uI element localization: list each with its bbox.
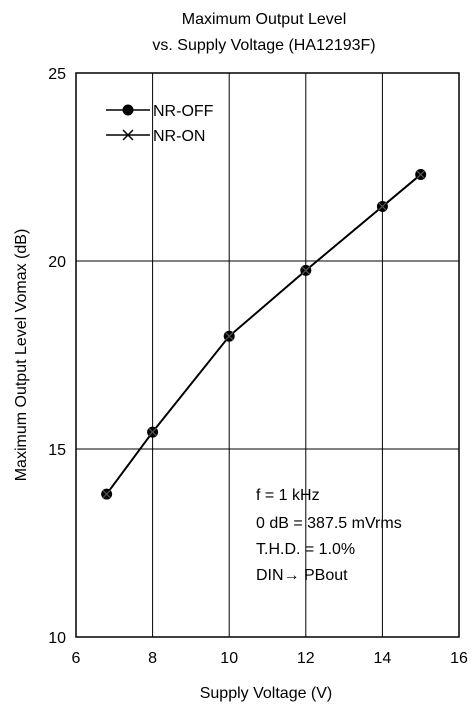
legend-nr-on-label: NR-ON bbox=[153, 128, 205, 145]
y-tick-label: 10 bbox=[48, 630, 66, 647]
note-path: DIN→ PBout bbox=[256, 567, 348, 584]
conditions-note: f = 1 kHz 0 dB = 387.5 mVrms T.H.D. = 1.… bbox=[256, 487, 402, 584]
data-point-nr-on bbox=[148, 427, 158, 437]
y-axis-label: Maximum Output Level Vomax (dB) bbox=[13, 229, 30, 482]
note-thd: T.H.D. = 1.0% bbox=[256, 541, 355, 558]
plot-frame bbox=[75, 72, 460, 638]
y-tick-label: 15 bbox=[48, 442, 66, 459]
note-reference: 0 dB = 387.5 mVrms bbox=[256, 515, 402, 532]
data-point-nr-on bbox=[377, 202, 387, 211]
data-point-nr-on bbox=[301, 265, 311, 275]
data-point-nr-on bbox=[224, 331, 234, 341]
legend-nr-off-marker bbox=[122, 104, 134, 116]
series-line-nr-on bbox=[105, 173, 422, 495]
data-point-nr-on bbox=[102, 489, 112, 499]
x-tick-label: 8 bbox=[148, 650, 157, 667]
y-tick-label: 25 bbox=[48, 66, 66, 83]
chart-subtitle: vs. Supply Voltage (HA12193F) bbox=[152, 37, 375, 54]
series-layer bbox=[101, 169, 427, 500]
data-point-nr-on bbox=[416, 170, 426, 179]
chart-title: Maximum Output Level bbox=[182, 11, 347, 28]
series-line-nr-off bbox=[105, 173, 422, 495]
y-tick-label: 20 bbox=[48, 254, 66, 271]
legend: NR-OFF NR-ON bbox=[106, 103, 214, 145]
x-tick-label: 10 bbox=[220, 650, 238, 667]
tick-labels: 6 8 10 12 14 16 10 15 20 25 bbox=[48, 66, 468, 667]
legend-nr-off-label: NR-OFF bbox=[153, 103, 214, 120]
note-frequency: f = 1 kHz bbox=[256, 487, 320, 504]
x-tick-label: 6 bbox=[72, 650, 81, 667]
x-tick-label: 14 bbox=[374, 650, 392, 667]
x-tick-label: 16 bbox=[450, 650, 468, 667]
x-axis-label: Supply Voltage (V) bbox=[200, 685, 333, 702]
legend-nr-on-marker bbox=[122, 129, 134, 141]
x-tick-label: 12 bbox=[297, 650, 315, 667]
